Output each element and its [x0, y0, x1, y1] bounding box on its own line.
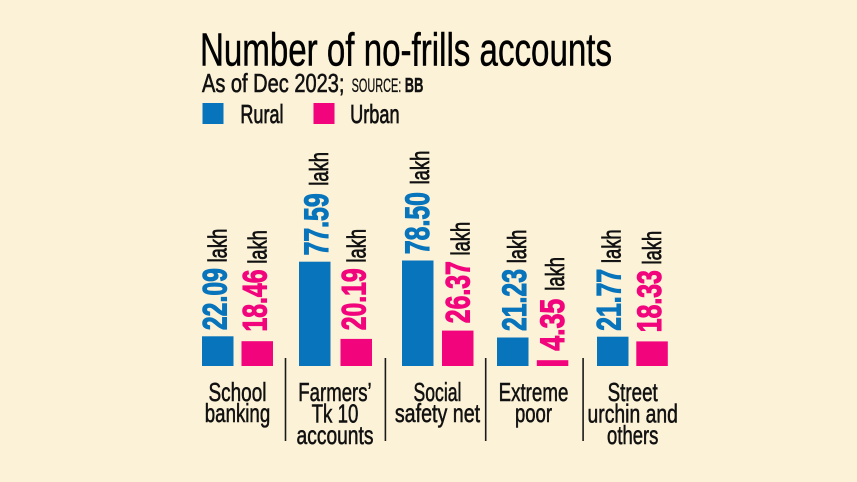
- svg-text:21.77: 21.77: [591, 269, 629, 331]
- svg-text:22.09: 22.09: [197, 268, 235, 330]
- svg-text:Urban: Urban: [350, 99, 400, 129]
- svg-text:Rural: Rural: [240, 99, 283, 129]
- svg-text:lakh: lakh: [243, 230, 273, 264]
- svg-text:lakh: lakh: [341, 229, 371, 263]
- svg-text:lakh: lakh: [502, 230, 532, 264]
- svg-text:18.46: 18.46: [237, 270, 275, 332]
- svg-text:others: others: [607, 420, 658, 450]
- svg-text:26.37: 26.37: [439, 261, 477, 323]
- svg-text:Number of no-frills accounts: Number of no-frills accounts: [200, 24, 612, 76]
- svg-text:Extreme: Extreme: [499, 377, 569, 407]
- svg-text:lakh: lakh: [203, 229, 233, 263]
- svg-text:lakh: lakh: [540, 257, 570, 291]
- svg-text:As of Dec 2023;: As of Dec 2023;: [202, 68, 344, 98]
- svg-text:18.33: 18.33: [631, 270, 669, 332]
- svg-text:accounts: accounts: [297, 420, 374, 450]
- svg-text:urchin and: urchin and: [588, 399, 678, 429]
- svg-text:banking: banking: [205, 398, 270, 428]
- svg-text:21.23: 21.23: [496, 269, 534, 331]
- svg-text:lakh: lakh: [405, 151, 435, 185]
- svg-text:78.50: 78.50: [399, 192, 437, 254]
- svg-text:20.19: 20.19: [335, 268, 373, 330]
- svg-text:lakh: lakh: [445, 222, 475, 256]
- svg-text:lakh: lakh: [597, 229, 627, 263]
- svg-text:lakh: lakh: [304, 152, 334, 186]
- svg-text:BB: BB: [405, 75, 424, 97]
- svg-text:School: School: [209, 377, 267, 407]
- svg-text:4.35: 4.35: [534, 299, 572, 351]
- svg-text:Street: Street: [608, 377, 659, 407]
- svg-text:Farmers’: Farmers’: [298, 377, 371, 407]
- svg-text:Tk 10: Tk 10: [312, 399, 359, 429]
- svg-text:Social: Social: [414, 377, 462, 407]
- svg-text:poor: poor: [515, 398, 552, 428]
- svg-text:SOURCE:: SOURCE:: [352, 76, 402, 97]
- svg-text:77.59: 77.59: [298, 193, 336, 255]
- svg-text:lakh: lakh: [637, 231, 667, 265]
- svg-text:safety net: safety net: [395, 398, 481, 428]
